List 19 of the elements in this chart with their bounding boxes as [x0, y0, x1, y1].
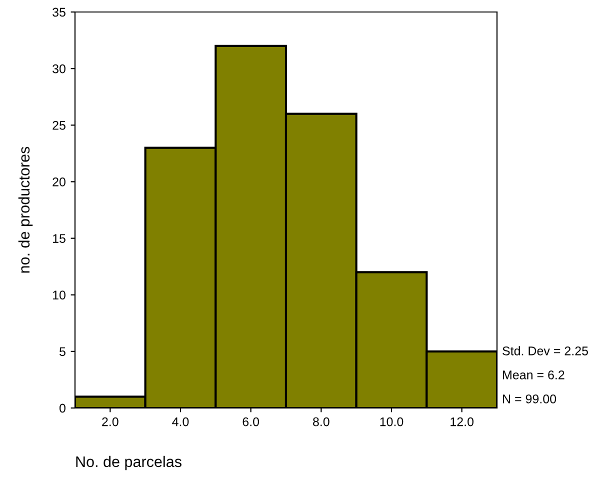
- text: N = 99.00: [503, 394, 556, 404]
- y-axis-title: no. de productores: [18, 146, 33, 273]
- y-tick-label: 5: [60, 347, 66, 356]
- x-axis-title: No. de parcelas: [76, 456, 182, 470]
- y-tick-label: 30: [52, 64, 66, 74]
- y-tick-label: 15: [53, 234, 66, 243]
- text: Mean = 6.2: [503, 370, 564, 380]
- text: Std. Dev = 2.25: [502, 346, 588, 356]
- x-tick-label: 8.0: [313, 417, 330, 426]
- x-tick-label: 12.0: [450, 417, 474, 426]
- y-tick-label: 35: [52, 8, 66, 17]
- x-tick-label: 2.0: [102, 417, 118, 426]
- x-tick-label: 4.0: [172, 417, 189, 426]
- y-tick-label: 10: [53, 290, 66, 300]
- y-tick-label: 0: [60, 404, 66, 413]
- x-tick-label: 10.0: [380, 417, 404, 426]
- y-tick-label: 25: [52, 120, 66, 130]
- y-tick-label: 20: [52, 178, 66, 186]
- x-tick-label: 6.0: [242, 417, 260, 426]
